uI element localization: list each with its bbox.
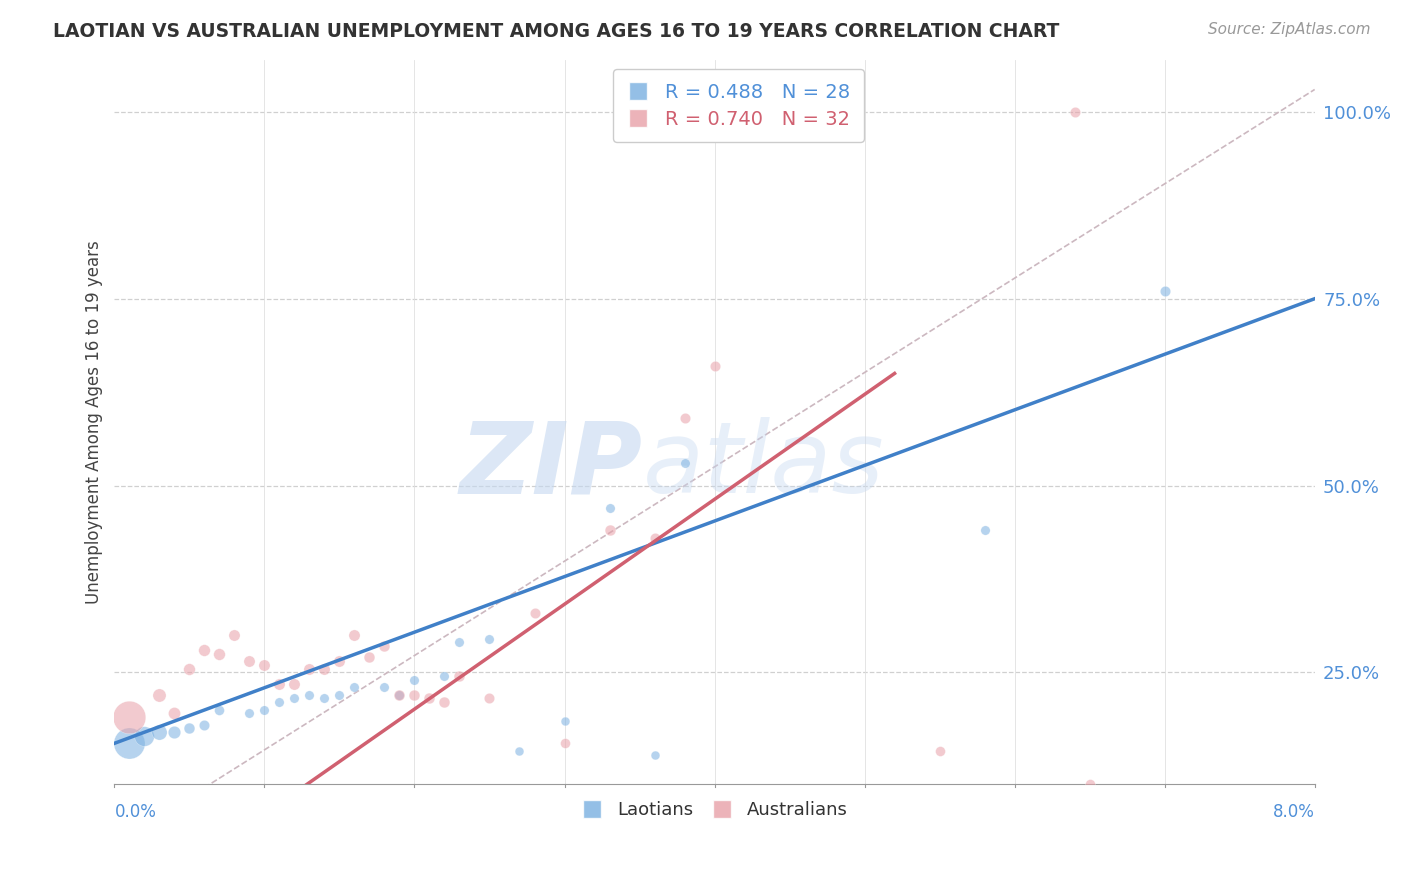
Point [193,717,215,731]
Point [673,456,696,470]
Point [208,647,231,661]
Point [163,725,186,739]
Point [283,676,305,690]
Point [238,706,260,721]
Point [134,729,156,743]
Point [208,703,231,717]
Point [523,606,546,620]
Point [418,691,440,706]
Point [478,632,501,646]
Point [644,531,666,545]
Point [343,681,366,695]
Point [283,691,305,706]
Text: 0.0%: 0.0% [114,803,156,822]
Text: 8.0%: 8.0% [1272,803,1315,822]
Point [599,524,621,538]
Point [433,695,456,709]
Point [553,714,575,728]
Point [404,673,426,687]
Y-axis label: Unemployment Among Ages 16 to 19 years: Unemployment Among Ages 16 to 19 years [86,240,103,604]
Point [673,411,696,425]
Text: Source: ZipAtlas.com: Source: ZipAtlas.com [1208,22,1371,37]
Point [179,662,201,676]
Point [224,628,246,642]
Point [1153,285,1175,299]
Point [1078,777,1101,791]
Point [404,688,426,702]
Point [1063,104,1085,119]
Text: ZIP: ZIP [460,417,643,514]
Point [328,654,350,668]
Point [314,662,336,676]
Point [298,688,321,702]
Point [343,628,366,642]
Point [928,744,950,758]
Point [163,706,186,721]
Point [314,691,336,706]
Point [388,688,411,702]
Point [973,524,995,538]
Point [359,650,381,665]
Point [433,669,456,683]
Point [238,654,260,668]
Point [298,662,321,676]
Point [703,359,725,373]
Point [253,657,276,672]
Point [373,639,395,653]
Point [118,736,141,750]
Point [508,744,530,758]
Text: LAOTIAN VS AUSTRALIAN UNEMPLOYMENT AMONG AGES 16 TO 19 YEARS CORRELATION CHART: LAOTIAN VS AUSTRALIAN UNEMPLOYMENT AMONG… [53,22,1060,41]
Point [553,736,575,750]
Point [269,695,291,709]
Point [148,725,170,739]
Point [599,500,621,515]
Point [269,676,291,690]
Point [449,635,471,649]
Point [179,722,201,736]
Point [118,710,141,724]
Point [388,688,411,702]
Legend: Laotians, Australians: Laotians, Australians [574,794,855,826]
Point [478,691,501,706]
Point [449,669,471,683]
Text: atlas: atlas [643,417,884,514]
Point [193,643,215,657]
Point [253,703,276,717]
Point [328,688,350,702]
Point [373,681,395,695]
Point [644,747,666,762]
Point [148,688,170,702]
